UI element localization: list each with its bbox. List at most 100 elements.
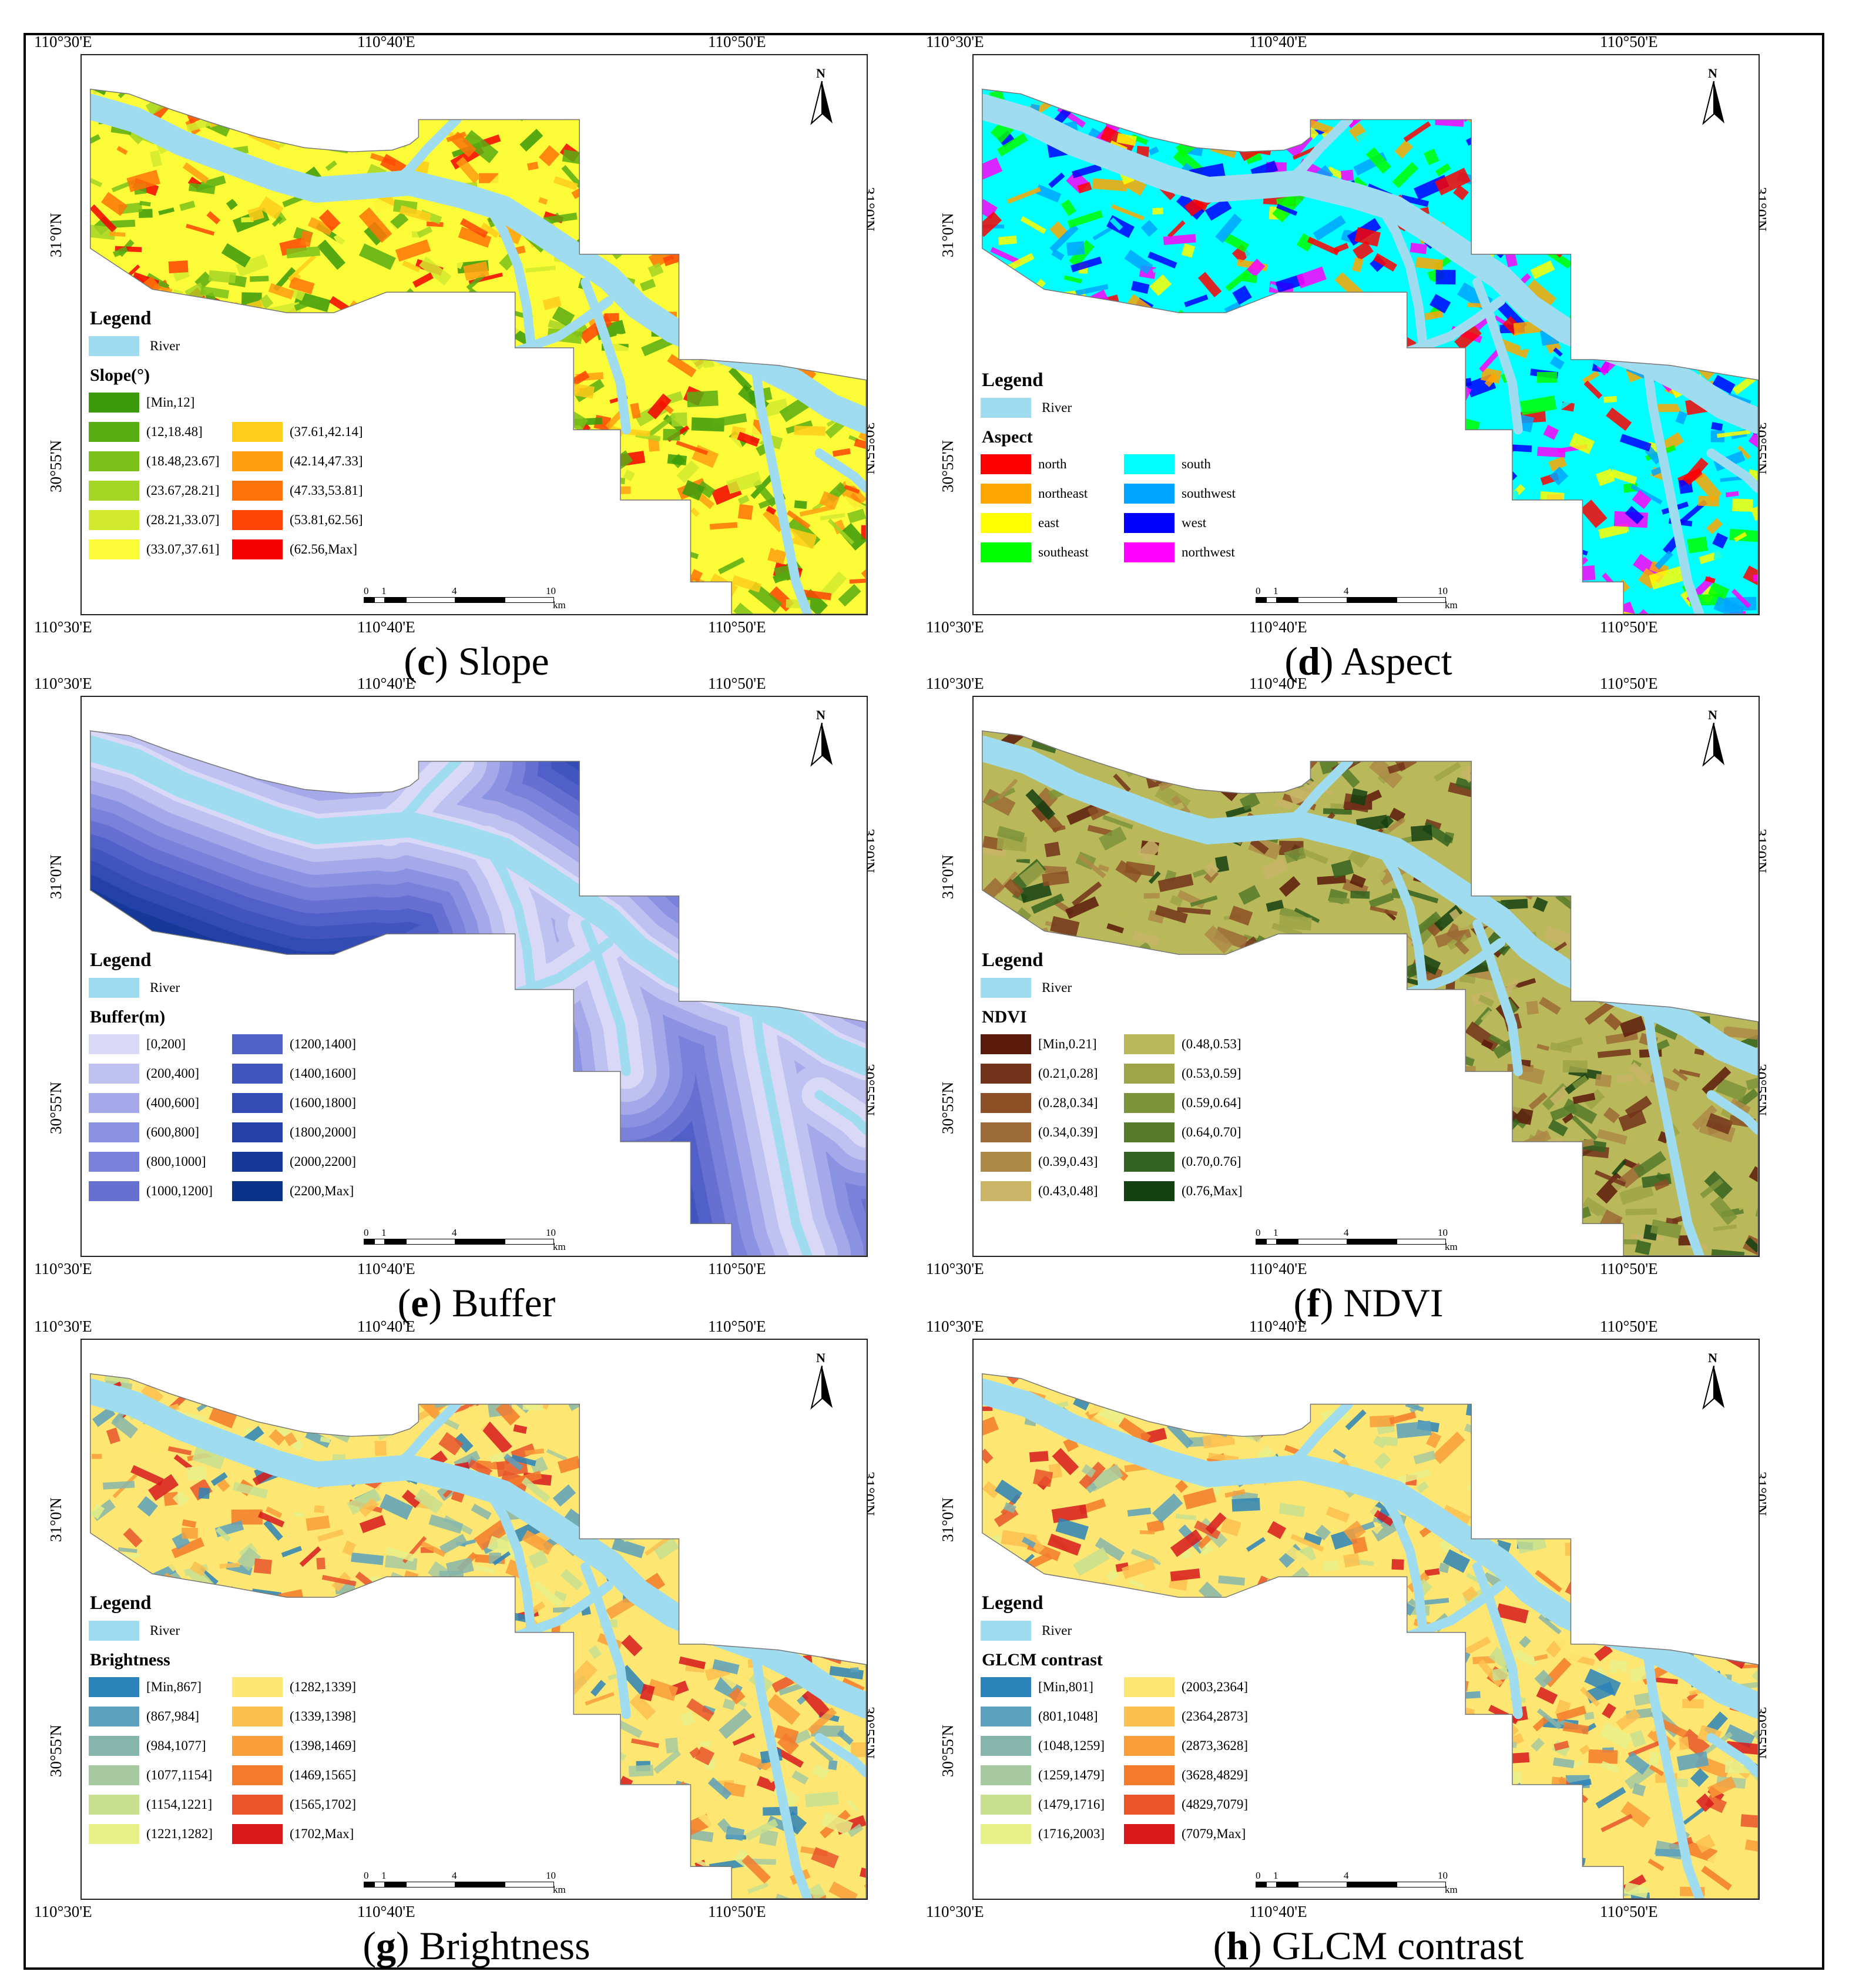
legend-label: (47.33,53.81] [290,483,363,498]
legend-label: (2003,2364] [1182,1679,1249,1694]
study-area-outline [90,88,867,614]
legend-swatch [232,1677,283,1697]
scale-bar-segment [1256,597,1266,603]
legend-label: (1716,2003] [1038,1826,1105,1841]
lon-tick-top: 110°40'E [357,675,415,692]
panel-caption-text: GLCM contrast [1271,1923,1524,1968]
legend-label: (0.39,0.43] [1038,1154,1098,1169]
scale-label: 0 [364,1227,369,1238]
scale-bar-segment [1298,597,1347,603]
river-tributary [1706,448,1759,493]
legend-title: Legend [90,1593,152,1614]
north-arrow-icon: N [1701,708,1727,769]
legend-label: (0.70,0.76] [1182,1154,1241,1169]
legend-label: (1077,1154] [146,1768,213,1782]
river-tributary [814,448,867,493]
study-area-outline [982,1373,1759,1899]
lon-tick-bottom: 110°30'E [34,1260,92,1278]
legend-swatch-river [89,978,139,998]
river-tributary [814,1733,867,1778]
legend-subtitle: Brightness [90,1650,170,1669]
legend-label: (0.21,0.28] [1038,1066,1098,1081]
scale-bar-segment [364,1882,374,1888]
legend-label: (62.56,Max] [290,542,357,556]
legend-swatch [232,510,283,530]
scale-label: 1 [381,1227,387,1238]
legend-swatch [981,484,1031,504]
legend-swatch [89,1795,139,1815]
scale-bar-segment [1397,1239,1446,1245]
legend-label-river: River [1042,400,1072,415]
legend-label: (200,400] [146,1066,200,1081]
legend-title: Legend [982,370,1043,391]
lon-tick-bottom: 110°50'E [1600,1260,1658,1278]
scale-bar-segment [455,1882,505,1888]
legend-label: south [1182,457,1211,471]
legend-label: (1000,1200] [146,1184,213,1198]
legend-label: (600,800] [146,1125,200,1139]
scale-label: 10 [1438,1227,1448,1238]
scale-bar-segment [1347,1882,1397,1888]
legend-label: (0.64,0.70] [1182,1125,1241,1139]
legend-swatch [981,1677,1031,1697]
river-tributary [1642,357,1704,614]
legend-label: (0.76,Max] [1182,1184,1243,1198]
river-tributary [814,1090,867,1135]
panel-caption-text: Aspect [1341,639,1452,683]
scale-unit: km [553,599,566,611]
scale-bar: 0 1 4 10 km [364,585,566,614]
river-tributary [750,1642,813,1899]
scale-bar-segment [374,1239,385,1245]
legend-swatch-river [981,1621,1031,1641]
legend-swatch [232,1824,283,1844]
legend-label-river: River [1042,980,1072,995]
river-tributary [384,756,462,834]
legend-swatch [89,1122,139,1142]
legend-swatch [1124,1677,1174,1697]
legend-label: (1282,1339] [290,1679,357,1694]
legend-swatch [89,451,139,471]
panel-caption: (c) Slope [404,639,549,683]
scale-label: 1 [381,585,387,596]
legend-swatch [1124,1152,1174,1172]
panel-caption: (f) NDVI [1293,1280,1444,1325]
scale-bar-segment [1298,1239,1347,1245]
legend-label: [Min,12] [146,395,195,410]
legend-subtitle: Slope(°) [90,366,150,385]
river-tributary [1706,1733,1759,1778]
river-tributary [1472,1562,1523,1719]
map-canvas [90,1373,867,1899]
scale-bar-segment [385,1239,406,1245]
map-canvas [90,730,867,1256]
north-arrow-icon: N [1701,66,1727,127]
legend-label: [Min,867] [146,1679,202,1694]
legend-swatch [232,481,283,501]
legend-swatch [981,1707,1031,1726]
legend-title: Legend [90,950,152,971]
scale-label: 10 [546,585,556,596]
legend-swatch [89,393,139,413]
scale-bar-segment [374,1882,385,1888]
lon-tick-top: 110°50'E [1600,675,1658,692]
legend-swatch [1124,1824,1174,1844]
scale-bar: 0 1 4 10 km [364,1227,566,1255]
legend-swatch [89,1181,139,1201]
map-canvas [982,88,1759,614]
legend-swatch [1124,1736,1174,1756]
legend-swatch [232,1093,283,1113]
lat-tick-left: 31°0'N [939,854,957,899]
river-tributary [481,196,538,364]
river-tributary [1642,999,1704,1256]
legend-label: north [1038,457,1067,471]
scale-bar-segment [505,1882,554,1888]
panel-caption: (e) Buffer [397,1280,556,1325]
legend-swatch-river [89,336,139,356]
legend-swatch-river [981,398,1031,418]
legend-label: (2000,2200] [290,1154,357,1169]
scale-bar-segment [455,1239,505,1245]
legend-title: Legend [982,950,1043,971]
lon-tick-bottom: 110°50'E [708,1903,766,1920]
north-label: N [1708,66,1717,81]
scale-unit: km [1445,1884,1458,1895]
river-tributary [481,1481,538,1649]
